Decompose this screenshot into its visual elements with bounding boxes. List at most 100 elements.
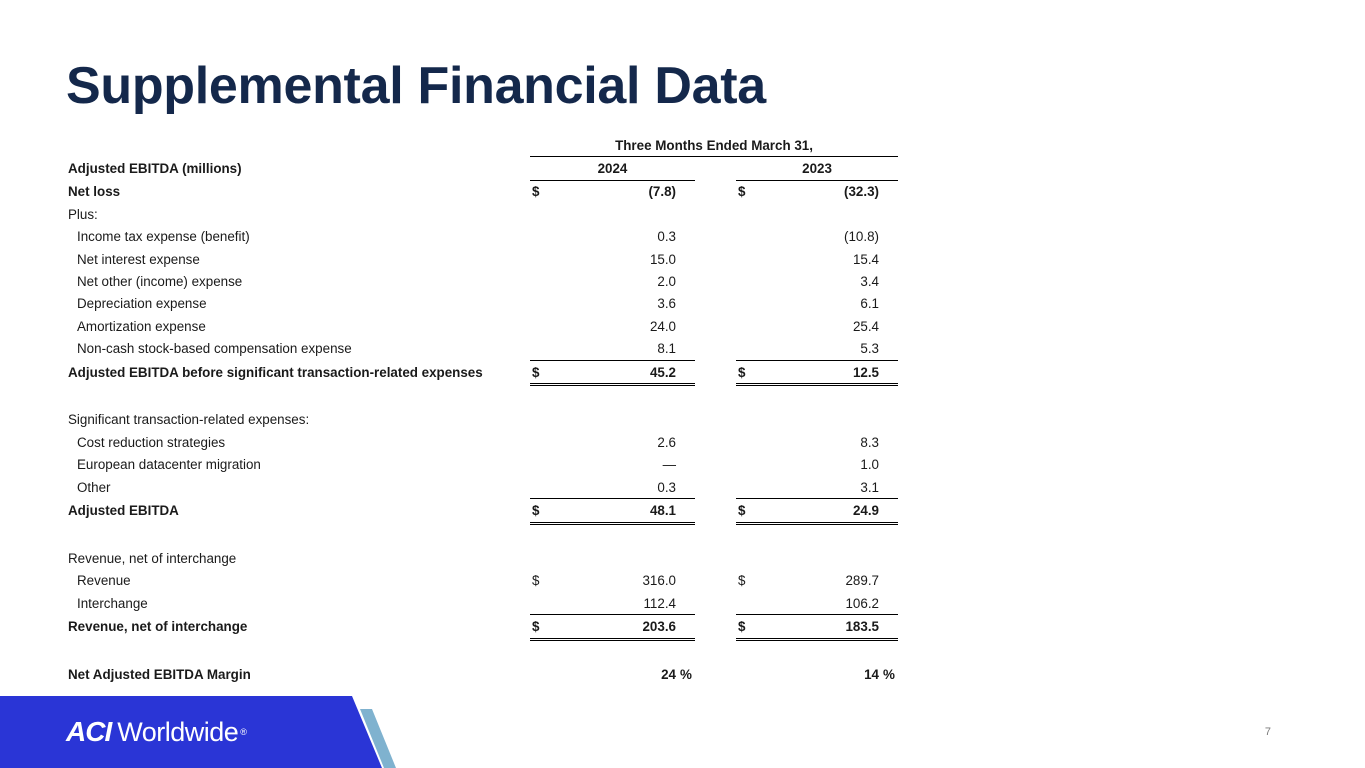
table-row: Significant transaction-related expenses…	[66, 409, 898, 431]
table-row: Non-cash stock-based compensation expens…	[66, 338, 898, 361]
value-2024: 45.2	[554, 359, 678, 387]
value-2024: 0.3	[657, 479, 676, 495]
value-2023: 24.9	[760, 498, 881, 525]
row-label: Significant transaction-related expenses…	[68, 412, 310, 428]
table-row: Net interest expense 15.0 15.4	[66, 248, 898, 270]
table-row: Revenue, net of interchange	[66, 547, 898, 569]
value-2024: 316.0	[642, 573, 676, 589]
footer-band	[0, 696, 396, 768]
currency-symbol: $	[530, 498, 554, 525]
row-label: Net Adjusted EBITDA Margin	[68, 666, 251, 682]
currency-symbol: $	[736, 614, 760, 641]
value-2024: 112.4	[643, 595, 676, 611]
value-2024: 48.1	[554, 498, 678, 525]
row-label: Revenue, net of interchange	[68, 550, 237, 566]
value-2023: 106.2	[845, 595, 879, 611]
table-row: Depreciation expense 3.6 6.1	[66, 293, 898, 315]
value-2024: 24	[661, 666, 676, 682]
value-2024: 203.6	[554, 614, 678, 641]
value-2024: 2.6	[657, 434, 676, 450]
value-2023: 183.5	[760, 614, 881, 641]
row-label: Adjusted EBITDA	[68, 503, 179, 519]
row-label: Plus:	[68, 206, 98, 222]
percent-sign: %	[680, 666, 692, 682]
percent-sign: %	[883, 666, 895, 682]
value-2024: 24.0	[649, 318, 676, 334]
value-2023: 14	[864, 666, 879, 682]
value-2023: (10.8)	[844, 229, 879, 245]
currency-symbol: $	[530, 359, 554, 387]
logo-wordmark: Worldwide	[117, 716, 239, 747]
logo-mark: ACI	[66, 716, 112, 747]
value-2024: (7.8)	[648, 184, 676, 200]
row-label: Amortization expense	[77, 318, 206, 334]
value-2023: 12.5	[760, 359, 881, 387]
table-row: Other 0.3 3.1	[66, 476, 898, 499]
table-row: Amortization expense 24.0 25.4	[66, 315, 898, 337]
value-2023: 15.4	[852, 251, 879, 267]
year-2023-header: 2023	[736, 156, 899, 181]
currency-symbol: $	[532, 573, 540, 589]
value-2023: (32.3)	[844, 184, 879, 200]
value-2024: —	[662, 457, 676, 473]
row-label: Other	[77, 479, 111, 495]
currency-symbol: $	[532, 184, 540, 200]
row-label: Net interest expense	[77, 251, 200, 267]
currency-symbol: $	[736, 498, 760, 525]
registered-mark: ®	[240, 727, 247, 737]
table-row: Interchange 112.4 106.2	[66, 592, 898, 615]
margin-row: Net Adjusted EBITDA Margin 24 % 14 %	[66, 663, 898, 685]
footer-accent-stripe	[360, 709, 396, 768]
currency-symbol: $	[530, 614, 554, 641]
value-2023: 289.7	[845, 573, 879, 589]
subtotal-row: Adjusted EBITDA $ 48.1 $ 24.9	[66, 498, 899, 525]
row-label: Income tax expense (benefit)	[77, 229, 250, 245]
value-2024: 15.0	[649, 251, 676, 267]
year-2024-header: 2024	[530, 156, 695, 181]
table-row: Income tax expense (benefit) 0.3 (10.8)	[66, 226, 898, 248]
row-label: Net other (income) expense	[77, 274, 243, 290]
row-label: Revenue	[77, 573, 131, 589]
section-label: Adjusted EBITDA (millions)	[68, 161, 242, 177]
value-2023: 1.0	[860, 457, 879, 473]
subtotal-row: Revenue, net of interchange $ 203.6 $ 18…	[66, 614, 899, 641]
spacer-row	[66, 385, 898, 409]
page-number: 7	[1264, 726, 1271, 738]
period-header: Three Months Ended March 31,	[530, 134, 899, 158]
period-header-row: Three Months Ended March 31,	[66, 134, 899, 158]
value-2023: 5.3	[860, 341, 879, 357]
table-row: Revenue $ 316.0 $ 289.7	[66, 569, 898, 591]
page-title: Supplemental Financial Data	[66, 57, 766, 115]
value-2024: 8.1	[657, 341, 676, 357]
currency-symbol: $	[738, 184, 746, 200]
spacer-row	[66, 639, 898, 663]
spacer-row	[66, 523, 898, 547]
value-2023: 3.1	[860, 479, 879, 495]
value-2023: 6.1	[860, 296, 879, 312]
footer-blue-panel	[0, 696, 382, 768]
value-2024: 2.0	[657, 274, 676, 290]
table-row: Plus:	[66, 203, 898, 225]
row-label: Interchange	[77, 595, 148, 611]
table-row: Net loss $ (7.8) $ (32.3)	[66, 180, 898, 203]
subtotal-row: Adjusted EBITDA before significant trans…	[66, 359, 899, 387]
value-2024: 3.6	[657, 296, 676, 312]
row-label: Revenue, net of interchange	[68, 619, 248, 635]
financial-table: Three Months Ended March 31, Adjusted EB…	[66, 134, 899, 685]
value-2024: 0.3	[657, 229, 676, 245]
table-row: European datacenter migration — 1.0	[66, 453, 898, 475]
row-label: Depreciation expense	[77, 296, 207, 312]
value-2023: 3.4	[860, 274, 879, 290]
row-label: Adjusted EBITDA before significant trans…	[68, 365, 483, 381]
value-2023: 8.3	[860, 434, 879, 450]
table-row: Net other (income) expense 2.0 3.4	[66, 270, 898, 292]
value-2023: 25.4	[852, 318, 879, 334]
row-label: Net loss	[68, 184, 121, 200]
aci-worldwide-logo: ACI Worldwide ®	[66, 716, 247, 748]
table-row: Cost reduction strategies 2.6 8.3	[66, 431, 898, 453]
row-label: European datacenter migration	[77, 457, 261, 473]
row-label: Non-cash stock-based compensation expens…	[77, 341, 352, 357]
row-label: Cost reduction strategies	[77, 434, 226, 450]
year-header-row: Adjusted EBITDA (millions) 2024 2023	[66, 156, 899, 181]
currency-symbol: $	[738, 573, 746, 589]
